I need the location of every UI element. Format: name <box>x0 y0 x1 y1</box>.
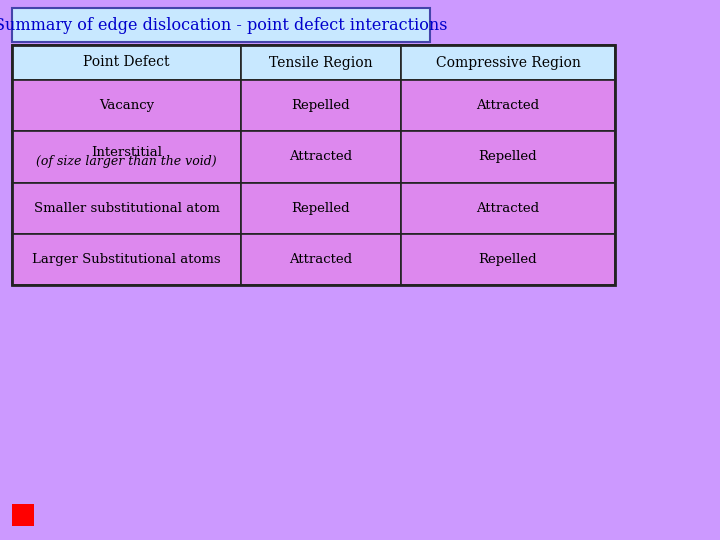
Text: Vacancy: Vacancy <box>99 99 154 112</box>
Text: Summary of edge dislocation - point defect interactions: Summary of edge dislocation - point defe… <box>0 17 448 33</box>
Bar <box>12 183 241 234</box>
Bar <box>401 183 615 234</box>
Text: Attracted: Attracted <box>289 150 353 164</box>
Bar <box>241 183 401 234</box>
Text: Attracted: Attracted <box>477 99 539 112</box>
Text: (of size larger than the void): (of size larger than the void) <box>36 155 217 168</box>
Text: Attracted: Attracted <box>477 201 539 214</box>
Text: Point Defect: Point Defect <box>84 56 170 70</box>
Text: Interstitial: Interstitial <box>91 146 162 159</box>
Text: Repelled: Repelled <box>292 99 351 112</box>
Text: Attracted: Attracted <box>289 253 353 266</box>
Bar <box>401 45 615 80</box>
Bar <box>12 8 430 42</box>
Bar <box>12 45 241 80</box>
Bar <box>401 234 615 285</box>
Bar <box>12 131 241 183</box>
Bar <box>241 234 401 285</box>
Bar <box>401 131 615 183</box>
Bar <box>12 504 34 526</box>
Text: Repelled: Repelled <box>479 253 537 266</box>
Text: Larger Substitutional atoms: Larger Substitutional atoms <box>32 253 221 266</box>
Bar <box>12 80 241 131</box>
Bar <box>12 234 241 285</box>
Bar <box>12 45 615 285</box>
Text: Compressive Region: Compressive Region <box>436 56 580 70</box>
Bar <box>241 45 401 80</box>
Bar <box>241 131 401 183</box>
Bar <box>241 80 401 131</box>
Text: Repelled: Repelled <box>292 201 351 214</box>
Text: Repelled: Repelled <box>479 150 537 164</box>
Text: Tensile Region: Tensile Region <box>269 56 373 70</box>
Bar <box>401 80 615 131</box>
Text: Smaller substitutional atom: Smaller substitutional atom <box>34 201 220 214</box>
